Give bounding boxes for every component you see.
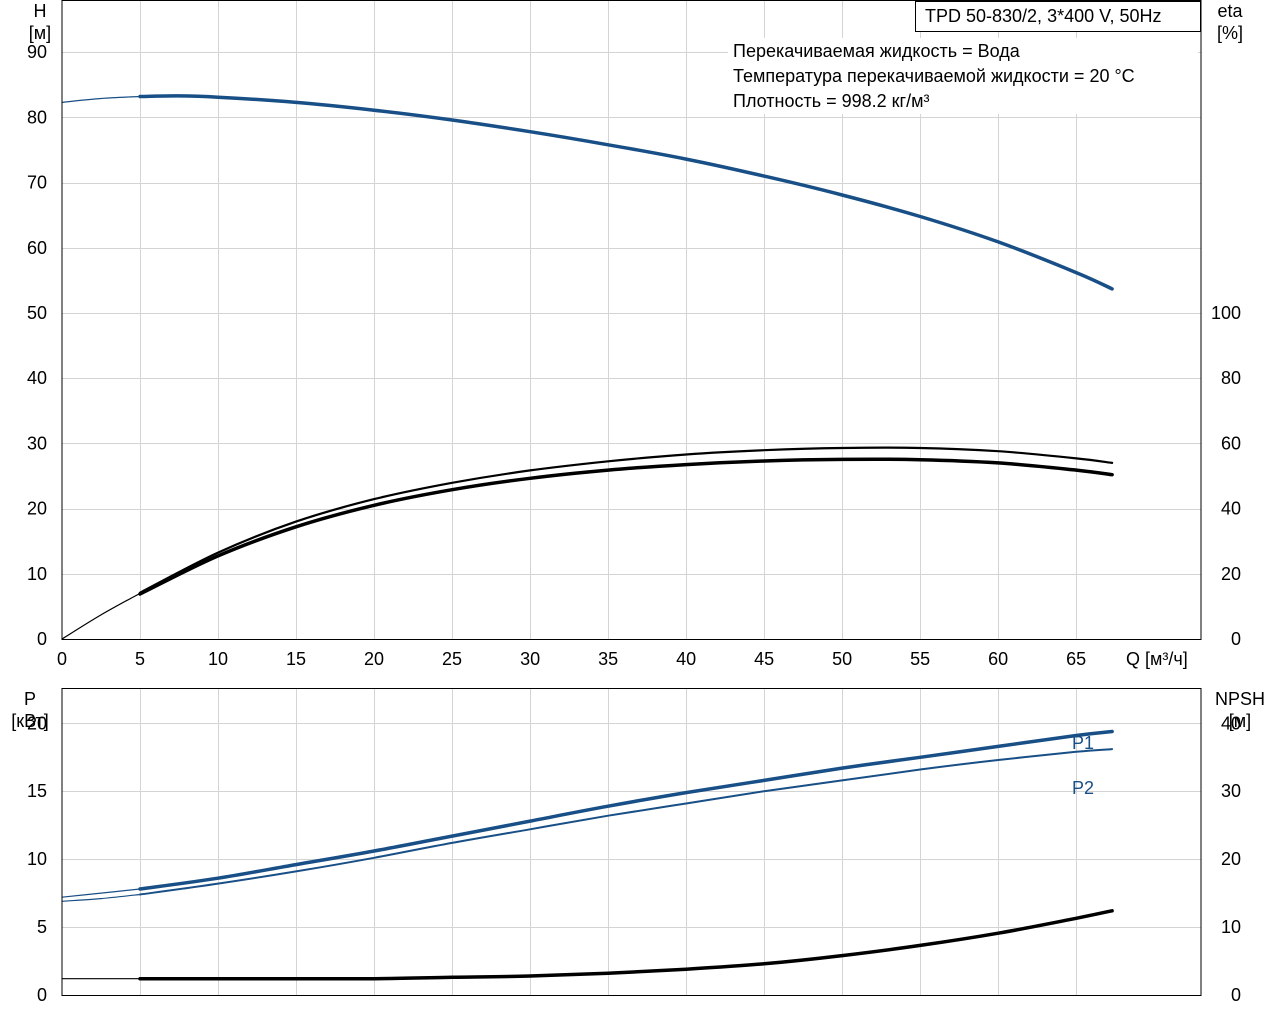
top-left-tick-label: 10	[27, 564, 47, 584]
x-axis-label: Q [м³/ч]	[1126, 649, 1188, 669]
bottom-panel-curves	[61, 729, 1114, 981]
x-tick-label: 0	[57, 649, 67, 669]
top-left-tick-label: 50	[27, 303, 47, 323]
top-right-tick-label: 100	[1211, 303, 1241, 323]
x-tick-label: 60	[988, 649, 1008, 669]
series-label-p2: P2	[1072, 778, 1094, 798]
bottom-left-tick-label: 10	[27, 849, 47, 869]
top-plot-frame	[61, 0, 1202, 640]
top-curve-4	[61, 592, 141, 640]
top-panel-curves	[61, 94, 1114, 640]
x-tick-label: 50	[832, 649, 852, 669]
x-tick-label: 10	[208, 649, 228, 669]
x-tick-label: 45	[754, 649, 774, 669]
x-tick-label: 65	[1066, 649, 1086, 669]
top-left-tick-label: 70	[27, 173, 47, 193]
pump-label: TPD 50-830/2, 3*400 V, 50Hz	[925, 6, 1162, 26]
bottom-right-tick-label: 20	[1221, 849, 1241, 869]
top-curve-2	[138, 446, 1114, 594]
bottom-curve-3	[61, 893, 141, 902]
bottom-right-axis-label-line2: [м]	[1229, 711, 1251, 731]
top-right-axis-label-line2: [%]	[1217, 23, 1243, 43]
bottom-curve-p1	[138, 729, 1114, 891]
top-curve-0	[138, 94, 1114, 291]
top-right-axis-label-line1: eta	[1217, 1, 1243, 21]
info-line-density: Плотность = 998.2 кг/м³	[733, 91, 929, 111]
bottom-right-tick-label: 0	[1231, 985, 1241, 1005]
bottom-left-tick-label: 20	[27, 713, 47, 733]
x-tick-label: 25	[442, 649, 462, 669]
bottom-right-tick-label: 30	[1221, 781, 1241, 801]
info-line-temperature: Температура перекачиваемой жидкости = 20…	[733, 66, 1135, 86]
top-right-tick-label: 60	[1221, 433, 1241, 453]
x-tick-label: 20	[364, 649, 384, 669]
bottom-plot-frame	[61, 688, 1202, 996]
top-right-tick-label: 80	[1221, 368, 1241, 388]
bottom-left-tick-label: 0	[37, 985, 47, 1005]
bottom-right-axis-label-line1: NPSH	[1215, 689, 1265, 709]
x-tick-label: 15	[286, 649, 306, 669]
top-left-tick-label: 0	[37, 629, 47, 649]
bottom-left-axis-label-line2: [кВт]	[11, 711, 49, 731]
top-left-tick-label: 80	[27, 107, 47, 127]
info-line-fluid: Перекачиваемая жидкость = Вода	[733, 41, 1021, 61]
top-right-tick-label: 0	[1231, 629, 1241, 649]
bottom-left-tick-label: 5	[37, 917, 47, 937]
top-left-tick-label: 90	[27, 42, 47, 62]
series-label-p1: P1	[1072, 733, 1094, 753]
info-box-background	[728, 38, 1198, 114]
x-tick-label: 30	[520, 649, 540, 669]
bottom-curve-p2	[139, 748, 1114, 896]
top-left-tick-label: 30	[27, 433, 47, 453]
pump-label-box	[915, 1, 1201, 32]
top-panel-tick-labels: 0 10 20 30 40 50 60 70 80 90 0 20 40 60 80 100 0 5 10 15 20 2…	[27, 42, 1241, 669]
bottom-left-axis-label-line1: P	[24, 689, 36, 709]
top-right-tick-label: 20	[1221, 564, 1241, 584]
bottom-curve-4	[138, 909, 1114, 981]
top-left-tick-label: 40	[27, 368, 47, 388]
x-tick-label: 5	[135, 649, 145, 669]
x-tick-label: 55	[910, 649, 930, 669]
bottom-right-tick-label: 10	[1221, 917, 1241, 937]
bottom-right-tick-label: 40	[1221, 713, 1241, 733]
x-tick-label: 35	[598, 649, 618, 669]
top-right-tick-label: 40	[1221, 499, 1241, 519]
top-curve-1	[61, 95, 141, 103]
top-left-axis-label-line1: H	[34, 1, 47, 21]
top-left-axis-label-line2: [м]	[29, 23, 51, 43]
x-tick-label: 40	[676, 649, 696, 669]
top-left-tick-label: 60	[27, 238, 47, 258]
bottom-panel-tick-labels: 0 5 10 15 20 0 10 20 30 40	[27, 713, 1241, 1005]
bottom-panel-grid	[62, 688, 1201, 995]
top-curve-3	[138, 457, 1114, 596]
bottom-left-tick-label: 15	[27, 781, 47, 801]
top-left-tick-label: 20	[27, 499, 47, 519]
bottom-curve-2	[61, 888, 141, 898]
